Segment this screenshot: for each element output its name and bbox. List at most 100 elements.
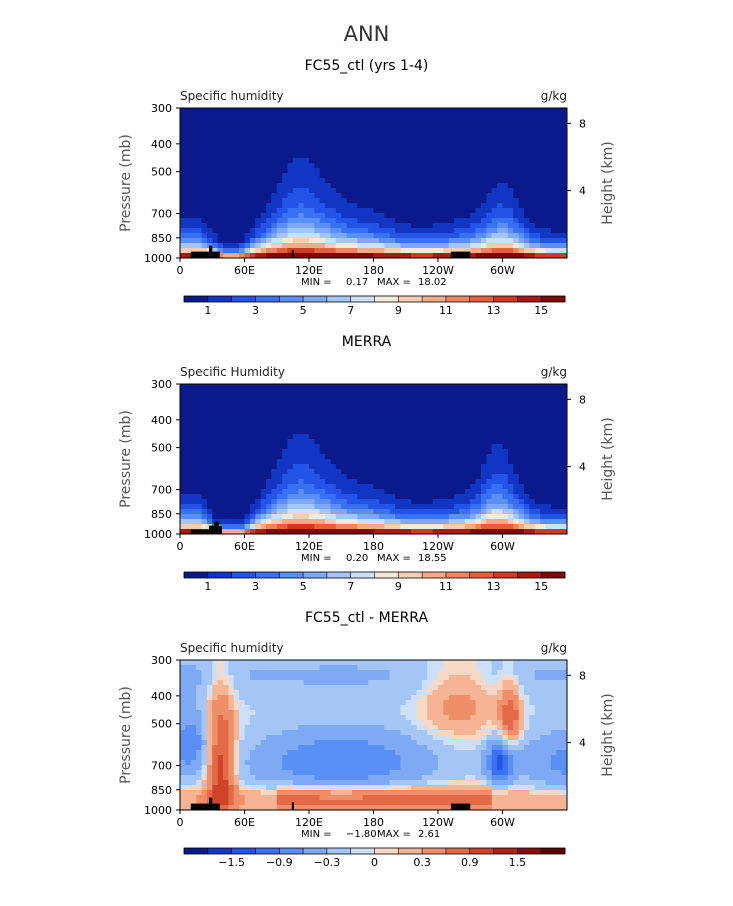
contour-cell	[438, 213, 444, 219]
contour-cell	[228, 429, 234, 435]
contour-cell	[207, 464, 213, 470]
contour-cell	[180, 178, 186, 184]
contour-cell	[390, 399, 396, 405]
contour-cell	[309, 188, 315, 194]
contour-cell	[438, 123, 444, 129]
contour-cell	[379, 389, 385, 395]
contour-cell	[288, 504, 294, 510]
contour-cell	[255, 113, 261, 119]
contour-cell	[540, 183, 546, 189]
contour-cell	[293, 509, 299, 515]
contour-cell	[535, 414, 541, 420]
contour-cell	[395, 163, 401, 169]
contour-cell	[245, 695, 251, 701]
contour-cell	[245, 454, 251, 460]
contour-cell	[255, 469, 261, 475]
contour-cell	[293, 409, 299, 415]
contour-cell	[400, 208, 406, 214]
contour-cell	[255, 665, 261, 671]
contour-cell	[218, 429, 224, 435]
contour-cell	[320, 223, 326, 229]
contour-cell	[433, 113, 439, 119]
contour-cell	[374, 228, 380, 234]
contour-cell	[422, 479, 428, 485]
contour-cell	[288, 434, 294, 440]
contour-cell	[185, 760, 191, 766]
contour-cell	[250, 404, 256, 410]
contour-cell	[535, 504, 541, 510]
contour-cell	[384, 173, 390, 179]
contour-cell	[218, 459, 224, 465]
contour-cell	[325, 143, 331, 149]
contour-cell	[384, 113, 390, 119]
contour-cell	[363, 143, 369, 149]
contour-cell	[476, 213, 482, 219]
contour-cell	[185, 223, 191, 229]
contour-cell	[486, 223, 492, 229]
contour-cell	[207, 394, 213, 400]
contour-cell	[443, 389, 449, 395]
contour-cell	[255, 474, 261, 480]
contour-cell	[261, 725, 267, 731]
contour-cell	[261, 454, 267, 460]
contour-cell	[320, 248, 326, 254]
contour-cell	[347, 464, 353, 470]
contour-cell	[556, 499, 562, 505]
contour-cell	[546, 133, 552, 139]
contour-cell	[513, 439, 519, 445]
contour-cell	[417, 424, 423, 430]
contour-cell	[202, 690, 208, 696]
contour-cell	[384, 223, 390, 229]
contour-cell	[261, 735, 267, 741]
contour-cell	[454, 113, 460, 119]
contour-cell	[379, 519, 385, 525]
contour-cell	[266, 439, 272, 445]
contour-cell	[245, 675, 251, 681]
contour-cell	[180, 208, 186, 214]
contour-cell	[486, 404, 492, 410]
contour-cell	[508, 434, 514, 440]
contour-cell	[191, 404, 197, 410]
contour-cell	[180, 695, 186, 701]
contour-cell	[438, 163, 444, 169]
contour-cell	[465, 153, 471, 159]
contour-cell	[293, 499, 299, 505]
contour-cell	[336, 439, 342, 445]
contour-cell	[282, 193, 288, 199]
contour-cell	[207, 173, 213, 179]
contour-cell	[191, 148, 197, 154]
contour-cell	[529, 384, 535, 390]
contour-cell	[519, 188, 525, 194]
contour-cell	[271, 489, 277, 495]
contour-cell	[465, 514, 471, 520]
contour-cell	[422, 414, 428, 420]
contour-cell	[196, 168, 202, 174]
contour-cell	[239, 439, 245, 445]
contour-cell	[255, 123, 261, 129]
contour-cell	[497, 188, 503, 194]
contour-cell	[449, 449, 455, 455]
contour-cell	[218, 464, 224, 470]
contour-cell	[427, 163, 433, 169]
contour-cell	[239, 188, 245, 194]
contour-cell	[433, 188, 439, 194]
contour-cell	[524, 238, 530, 244]
contour-cell	[395, 499, 401, 505]
contour-cell	[180, 203, 186, 209]
contour-cell	[546, 469, 552, 475]
contour-cell	[228, 469, 234, 475]
contour-cell	[271, 183, 277, 189]
contour-cell	[234, 755, 240, 761]
contour-cell	[234, 670, 240, 676]
contour-cell	[223, 108, 229, 114]
contour-cell	[180, 514, 186, 520]
contour-cell	[223, 499, 229, 505]
contour-cell	[406, 113, 412, 119]
contour-cell	[417, 444, 423, 450]
contour-cell	[363, 484, 369, 490]
contour-cell	[202, 108, 208, 114]
contour-cell	[352, 424, 358, 430]
contour-cell	[422, 198, 428, 204]
contour-cell	[476, 429, 482, 435]
colorbar-label: 13	[487, 580, 501, 593]
